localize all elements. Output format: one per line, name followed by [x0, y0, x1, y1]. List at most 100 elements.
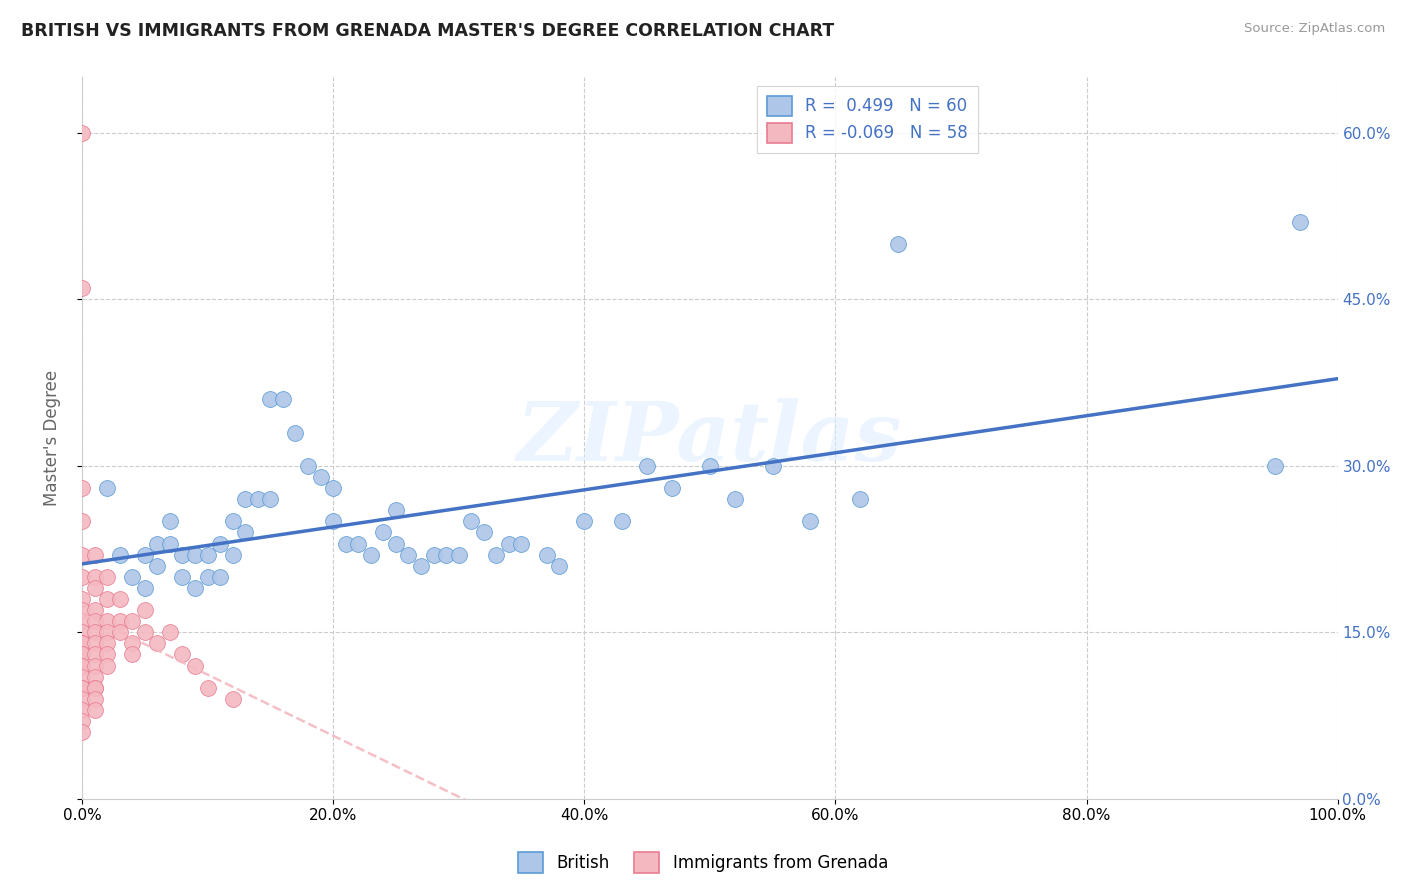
Point — [510, 536, 533, 550]
Point — [396, 548, 419, 562]
Point — [259, 492, 281, 507]
Point — [799, 514, 821, 528]
Text: Source: ZipAtlas.com: Source: ZipAtlas.com — [1244, 22, 1385, 36]
Point — [271, 392, 294, 407]
Point — [96, 658, 118, 673]
Point — [322, 514, 344, 528]
Point — [83, 548, 105, 562]
Point — [83, 681, 105, 695]
Legend: British, Immigrants from Grenada: British, Immigrants from Grenada — [512, 846, 894, 880]
Point — [460, 514, 482, 528]
Point — [134, 625, 156, 640]
Point — [83, 658, 105, 673]
Point — [1289, 215, 1312, 229]
Point — [83, 570, 105, 584]
Point — [221, 692, 243, 706]
Y-axis label: Master's Degree: Master's Degree — [44, 370, 60, 506]
Point — [159, 536, 181, 550]
Point — [70, 658, 93, 673]
Point — [96, 625, 118, 640]
Point — [485, 548, 508, 562]
Text: ZIPatlas: ZIPatlas — [517, 398, 903, 478]
Point — [70, 603, 93, 617]
Point — [849, 492, 872, 507]
Point — [472, 525, 495, 540]
Point — [83, 614, 105, 628]
Point — [724, 492, 747, 507]
Point — [83, 581, 105, 595]
Point — [70, 703, 93, 717]
Point — [70, 514, 93, 528]
Point — [209, 570, 232, 584]
Point — [108, 625, 131, 640]
Point — [146, 536, 169, 550]
Point — [887, 236, 910, 251]
Point — [172, 570, 194, 584]
Point — [322, 481, 344, 495]
Point — [70, 548, 93, 562]
Point — [699, 458, 721, 473]
Point — [221, 548, 243, 562]
Point — [297, 458, 319, 473]
Point — [385, 503, 408, 517]
Point — [197, 681, 219, 695]
Point — [197, 548, 219, 562]
Point — [83, 636, 105, 650]
Point — [108, 614, 131, 628]
Point — [159, 625, 181, 640]
Point — [83, 648, 105, 662]
Point — [108, 592, 131, 607]
Point — [70, 126, 93, 140]
Point — [96, 481, 118, 495]
Point — [548, 558, 571, 573]
Point — [373, 525, 395, 540]
Point — [284, 425, 307, 440]
Point — [172, 548, 194, 562]
Point — [574, 514, 596, 528]
Point — [70, 570, 93, 584]
Point — [70, 648, 93, 662]
Point — [309, 470, 332, 484]
Point — [70, 692, 93, 706]
Point — [83, 625, 105, 640]
Point — [233, 525, 256, 540]
Point — [121, 648, 143, 662]
Point — [70, 648, 93, 662]
Point — [70, 636, 93, 650]
Point — [385, 536, 408, 550]
Point — [347, 536, 370, 550]
Text: BRITISH VS IMMIGRANTS FROM GRENADA MASTER'S DEGREE CORRELATION CHART: BRITISH VS IMMIGRANTS FROM GRENADA MASTE… — [21, 22, 834, 40]
Point — [70, 658, 93, 673]
Point — [70, 614, 93, 628]
Point — [1264, 458, 1286, 473]
Point — [610, 514, 633, 528]
Point — [83, 692, 105, 706]
Point — [146, 558, 169, 573]
Point — [134, 581, 156, 595]
Point — [70, 670, 93, 684]
Point — [498, 536, 520, 550]
Point — [422, 548, 444, 562]
Point — [360, 548, 382, 562]
Point — [70, 681, 93, 695]
Point — [70, 714, 93, 728]
Point — [96, 636, 118, 650]
Point — [83, 703, 105, 717]
Point — [172, 648, 194, 662]
Point — [96, 570, 118, 584]
Point — [447, 548, 470, 562]
Point — [121, 570, 143, 584]
Point — [134, 548, 156, 562]
Point — [70, 592, 93, 607]
Legend: R =  0.499   N = 60, R = -0.069   N = 58: R = 0.499 N = 60, R = -0.069 N = 58 — [756, 86, 977, 153]
Point — [70, 481, 93, 495]
Point — [197, 570, 219, 584]
Point — [146, 636, 169, 650]
Point — [121, 636, 143, 650]
Point — [83, 681, 105, 695]
Point — [83, 670, 105, 684]
Point — [159, 514, 181, 528]
Point — [134, 603, 156, 617]
Point — [259, 392, 281, 407]
Point — [70, 636, 93, 650]
